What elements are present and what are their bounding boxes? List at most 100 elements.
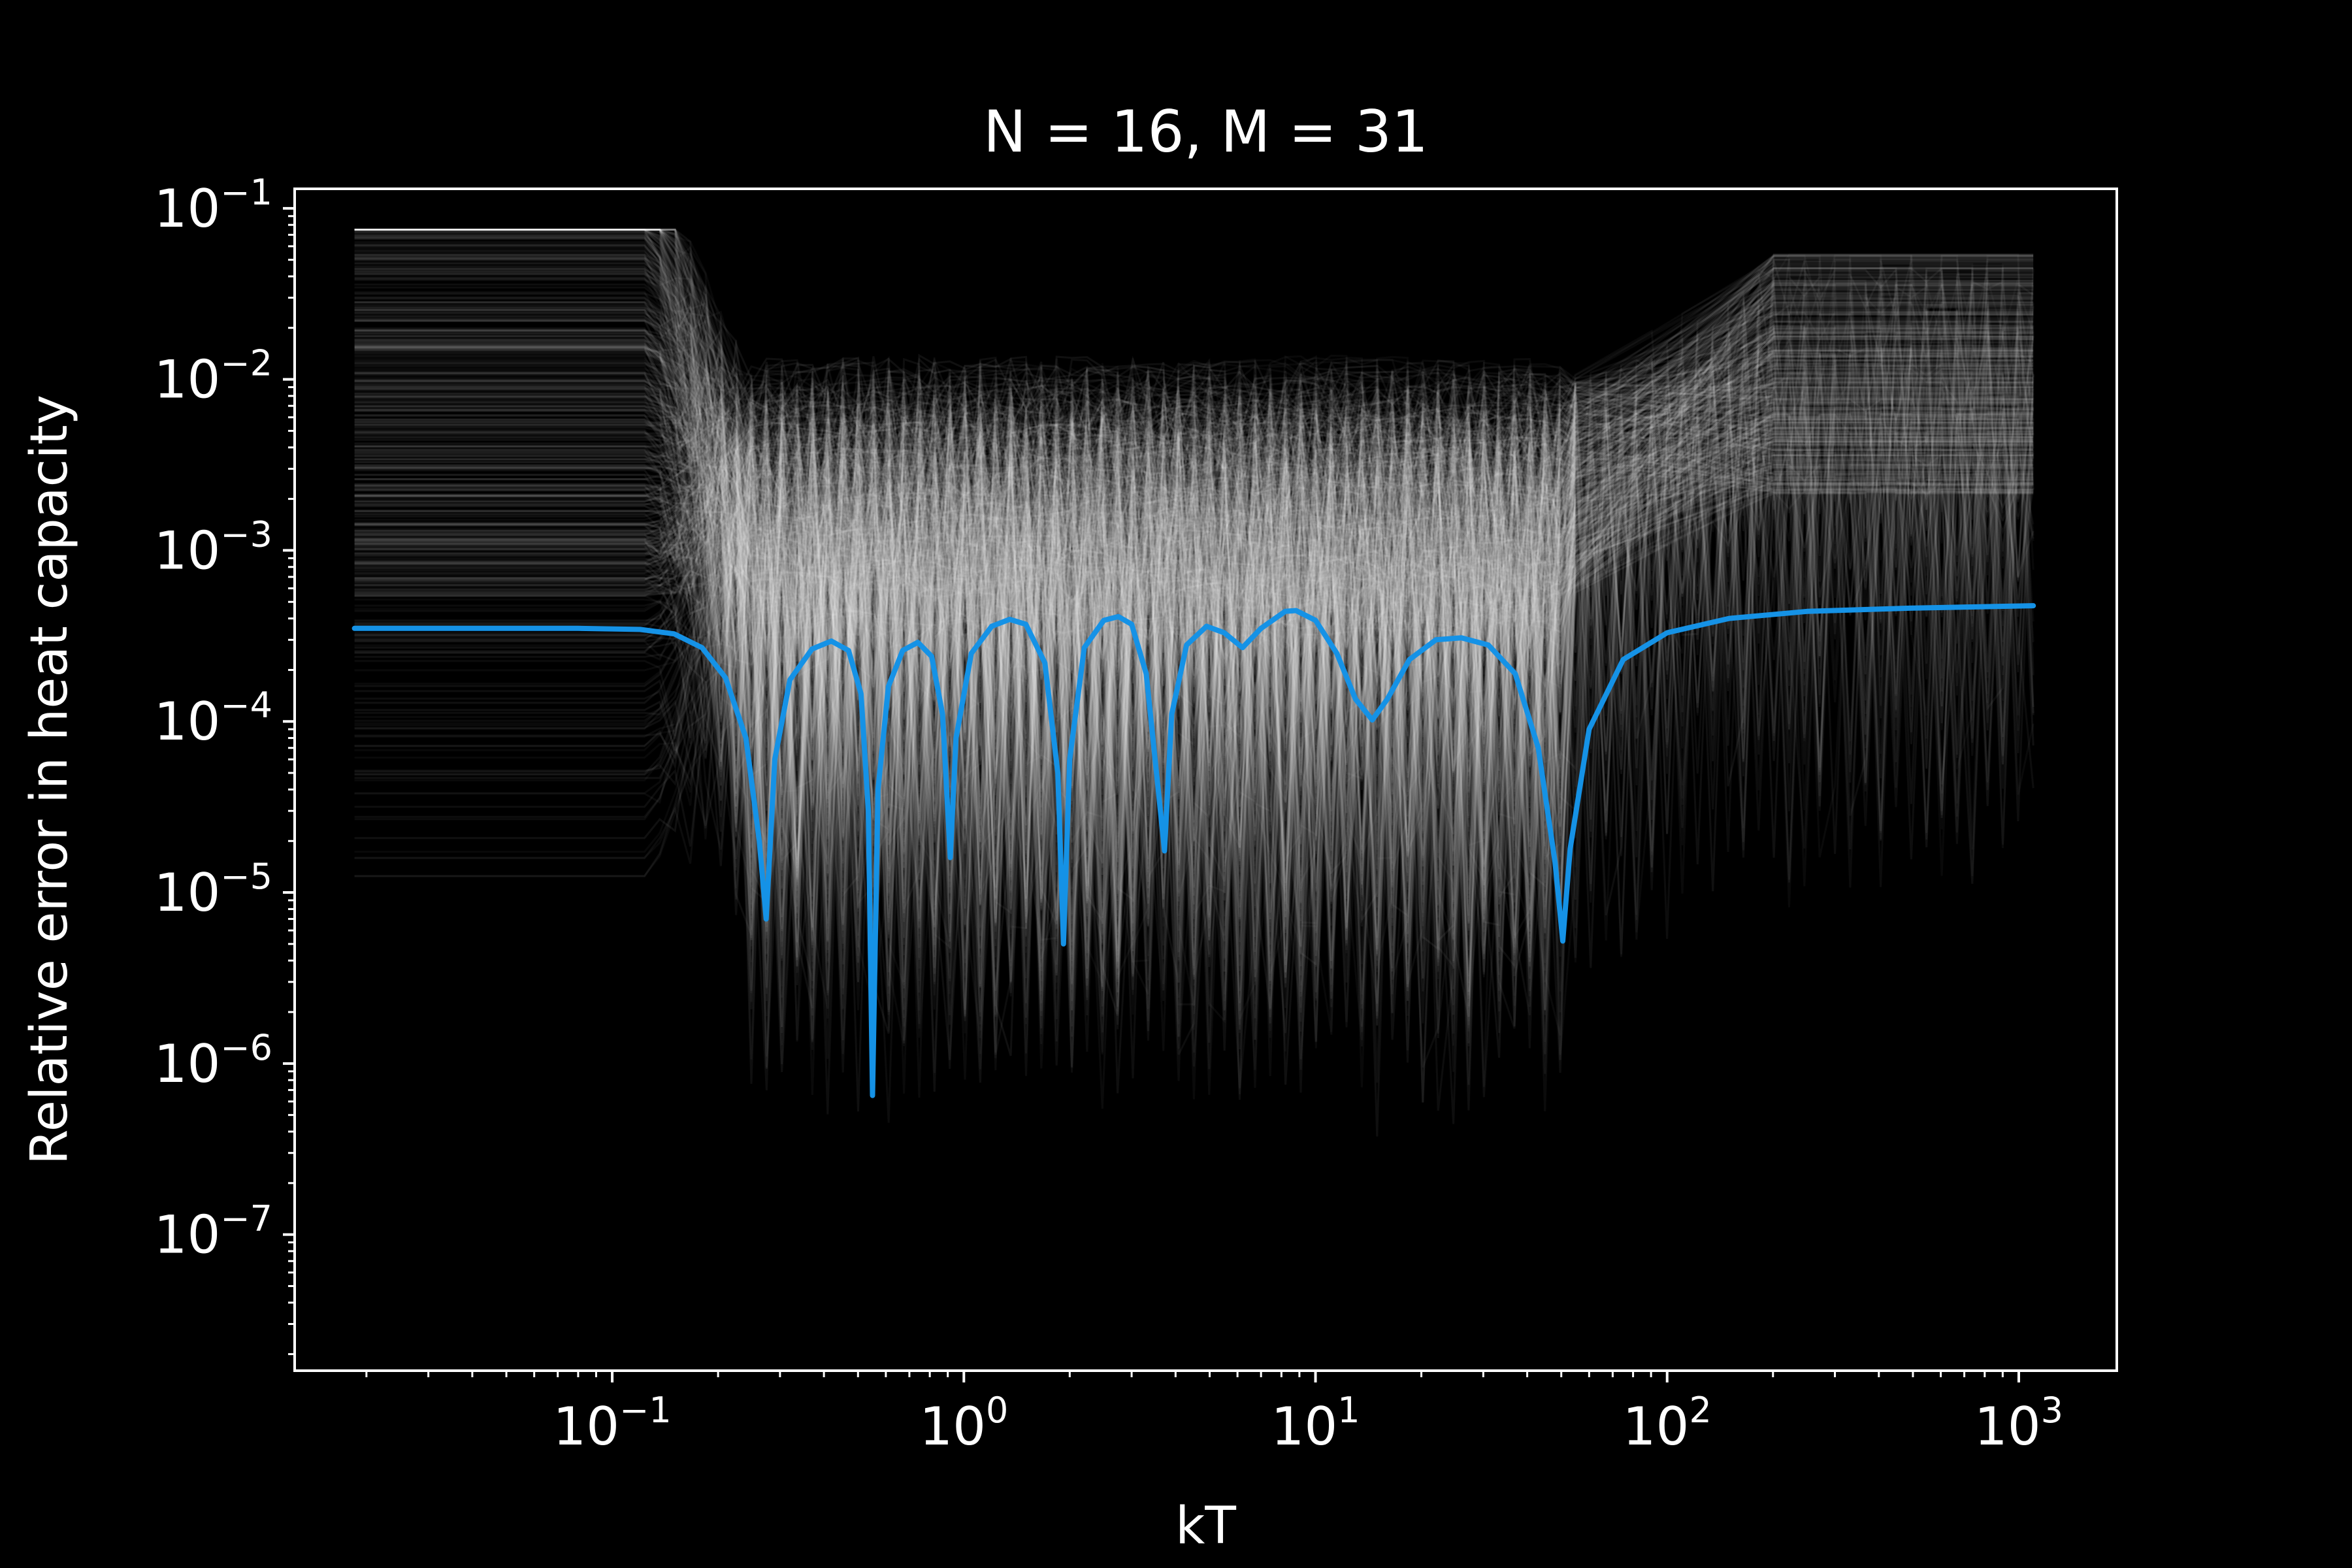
ensemble-trace	[354, 287, 2034, 1080]
ensemble-trace	[354, 229, 2034, 1026]
ensemble-trace	[354, 410, 2034, 1094]
ensemble-trace	[354, 289, 2034, 994]
ensemble-trace	[354, 253, 2034, 980]
ensemble-trace	[354, 263, 2034, 1032]
ensemble-trace	[354, 343, 2034, 1054]
ensemble-trace	[354, 229, 2034, 917]
ensemble-trace	[354, 360, 2034, 870]
ensemble-trace	[354, 342, 2034, 1016]
ensemble-trace	[354, 345, 2034, 981]
ensemble-trace	[354, 423, 2034, 880]
ensemble-trace	[354, 288, 2034, 931]
ensemble-trace	[354, 304, 2034, 923]
ensemble-trace	[354, 243, 2034, 1100]
ensemble-trace	[354, 338, 2034, 910]
ensemble-trace	[354, 301, 2034, 910]
ensemble-trace	[354, 229, 2034, 872]
ensemble-trace	[354, 440, 2034, 1002]
ensemble-trace	[354, 300, 2034, 904]
ensemble-trace	[354, 369, 2034, 825]
ensemble-trace	[354, 304, 2034, 936]
ensemble-trace	[354, 314, 2034, 900]
ensemble-trace	[354, 230, 2034, 889]
ensemble-trace	[354, 229, 2034, 976]
ensemble-trace	[354, 229, 2034, 982]
ensemble-trace	[354, 381, 2034, 1098]
ensemble-trace	[354, 251, 2034, 962]
ensemble-trace	[354, 381, 2034, 927]
ensemble-trace	[354, 482, 2034, 1055]
ensemble-trace	[354, 333, 2034, 1024]
ensemble-trace	[354, 229, 2034, 1034]
ensemble-trace	[354, 377, 2034, 928]
ensemble-trace	[354, 229, 2034, 972]
y-tick-label: 10−6	[154, 1027, 272, 1094]
ensemble-trace	[354, 229, 2034, 1034]
ensemble-trace	[354, 280, 2034, 992]
ensemble-trace	[354, 285, 2034, 1124]
ensemble-trace	[354, 336, 2034, 958]
y-tick-label: 10−4	[154, 685, 272, 752]
ensemble-trace	[354, 414, 2034, 975]
ensemble-trace	[354, 257, 2034, 1024]
ensemble-trace	[354, 269, 2034, 1053]
ensemble-trace	[354, 229, 2034, 990]
ensemble-trace	[354, 363, 2034, 911]
ensemble-trace	[354, 371, 2034, 941]
ensemble-trace	[354, 321, 2034, 977]
x-tick-label: 103	[1974, 1390, 2063, 1457]
ensemble-trace	[354, 294, 2034, 948]
ensemble-trace	[354, 438, 2034, 908]
ensemble-trace	[354, 301, 2034, 1087]
ensemble-trace	[354, 393, 2034, 1016]
ensemble-trace	[354, 264, 2034, 774]
ensemble-trace	[354, 389, 2034, 1095]
ensemble-trace	[354, 355, 2034, 953]
ensemble-trace	[354, 394, 2034, 839]
ensemble-trace	[354, 393, 2034, 909]
ensemble-trace	[354, 338, 2034, 943]
ensemble-trace	[354, 367, 2034, 895]
ensemble-trace	[354, 329, 2034, 904]
ensemble-trace	[354, 377, 2034, 1001]
ensemble-trace	[354, 361, 2034, 922]
ensemble-trace	[354, 298, 2034, 966]
ensemble-trace	[354, 431, 2034, 960]
ensemble-trace	[354, 370, 2034, 1069]
ensemble-trace	[354, 267, 2034, 916]
ensemble-trace	[354, 229, 2034, 891]
ensemble-trace	[354, 318, 2034, 930]
ensemble-trace	[354, 229, 2034, 1054]
ensemble-trace	[354, 229, 2034, 1076]
ensemble-trace	[354, 483, 2034, 1083]
ensemble-trace	[354, 259, 2034, 988]
ensemble-trace	[354, 401, 2034, 902]
ensemble-trace	[354, 464, 2034, 992]
ensemble-trace	[354, 267, 2034, 972]
ensemble-trace	[354, 244, 2034, 855]
ensemble-trace	[354, 314, 2034, 919]
ensemble-trace	[354, 411, 2034, 880]
ensemble-trace	[354, 272, 2034, 903]
x-axis-label: kT	[1175, 1497, 1236, 1556]
ensemble-trace	[354, 269, 2034, 874]
ensemble-trace	[354, 279, 2034, 935]
ensemble-trace	[354, 259, 2034, 797]
ensemble-trace	[354, 355, 2034, 1017]
ensemble-trace	[354, 329, 2034, 1034]
y-tick-label: 10−3	[154, 514, 272, 581]
ensemble-trace	[354, 261, 2034, 913]
ensemble-trace	[354, 357, 2034, 886]
y-tick-label: 10−7	[154, 1198, 272, 1266]
ensemble-trace	[354, 346, 2034, 934]
ensemble-trace	[354, 329, 2034, 862]
ensemble-trace	[354, 291, 2034, 876]
ensemble-trace	[354, 321, 2034, 992]
ensemble-trace	[354, 296, 2034, 892]
ensemble-trace	[354, 360, 2034, 1103]
ensemble-trace	[354, 326, 2034, 914]
ensemble-trace	[354, 245, 2034, 1088]
ensemble-trace	[354, 385, 2034, 977]
